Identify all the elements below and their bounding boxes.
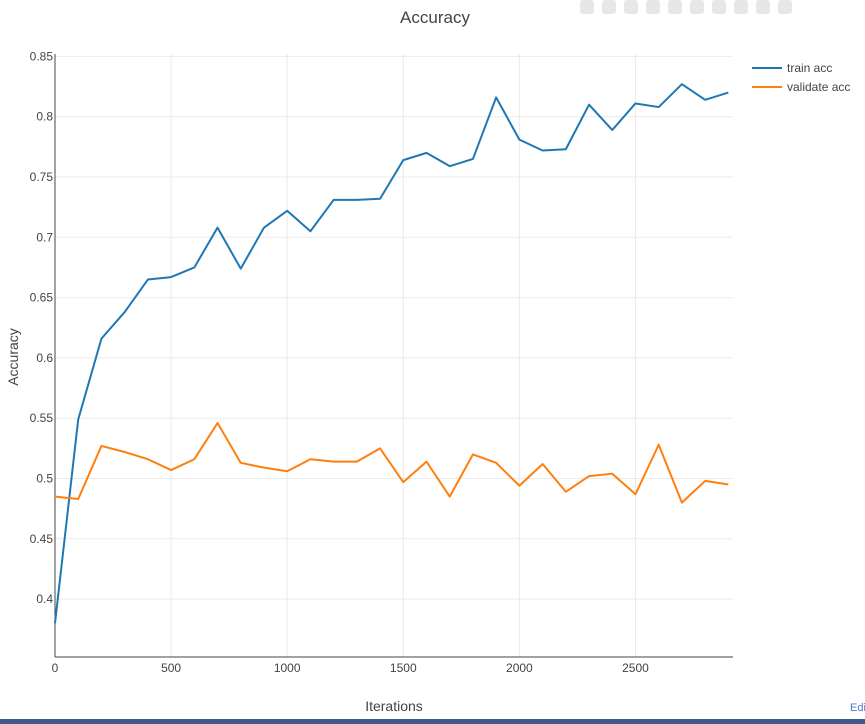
chart-title: Accuracy	[400, 8, 470, 27]
legend[interactable]: train acc validate acc	[752, 61, 850, 94]
x-tick-label: 1000	[274, 661, 301, 675]
y-tick-label: 0.7	[36, 230, 53, 244]
zoom-out-icon[interactable]	[668, 0, 682, 14]
axis-layer: 0.4 0.45 0.5 0.55 0.6 0.65 0.7 0.75 0.8 0.85 0 500 1…	[30, 49, 733, 675]
y-tick-label: 0.4	[36, 592, 53, 606]
x-tick-label: 2500	[622, 661, 649, 675]
legend-label: train acc	[787, 61, 832, 75]
y-tick-label: 0.55	[30, 411, 54, 425]
edit-chart-link[interactable]: Edit	[850, 702, 865, 714]
hover-closest-icon[interactable]	[756, 0, 770, 14]
y-tick-label: 0.65	[30, 291, 54, 305]
x-axis-title: Iterations	[365, 698, 423, 714]
legend-label: validate acc	[787, 80, 850, 94]
y-tick-label: 0.8	[36, 110, 53, 124]
x-tick-label: 1500	[390, 661, 417, 675]
hover-compare-icon[interactable]	[778, 0, 792, 14]
chart-toolbar[interactable]	[580, 0, 792, 14]
spike-lines-icon[interactable]	[734, 0, 748, 14]
series-line-train-acc[interactable]	[54, 83, 729, 624]
zoom-icon[interactable]	[602, 0, 616, 14]
series-line-validate-acc[interactable]	[54, 422, 729, 504]
camera-icon[interactable]	[580, 0, 594, 14]
x-tick-label: 0	[52, 661, 59, 675]
y-tick-label: 0.45	[30, 532, 54, 546]
pan-icon[interactable]	[624, 0, 638, 14]
x-tick-label: 2000	[506, 661, 533, 675]
y-tick-label: 0.85	[30, 49, 54, 63]
y-tick-label: 0.6	[36, 351, 53, 365]
autoscale-icon[interactable]	[690, 0, 704, 14]
reset-axes-icon[interactable]	[712, 0, 726, 14]
series-layer	[54, 83, 729, 624]
x-tick-label: 500	[161, 661, 181, 675]
legend-item-validate-acc[interactable]: validate acc	[752, 80, 850, 94]
y-tick-label: 0.75	[30, 170, 54, 184]
grid-layer	[54, 54, 733, 657]
y-tick-label: 0.5	[36, 472, 53, 486]
y-axis-title: Accuracy	[5, 328, 21, 386]
footer-bar	[0, 719, 865, 724]
zoom-in-icon[interactable]	[646, 0, 660, 14]
legend-item-train-acc[interactable]: train acc	[752, 61, 832, 75]
